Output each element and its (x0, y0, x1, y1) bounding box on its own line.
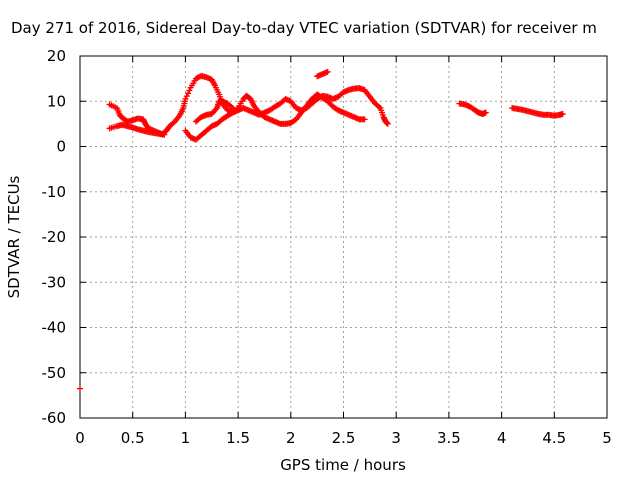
chart-title: Day 271 of 2016, Sidereal Day-to-day VTE… (11, 19, 597, 37)
data-point (384, 120, 391, 127)
x-tick-label: 4 (497, 429, 507, 447)
data-point (559, 110, 566, 117)
x-tick-label: 2 (286, 429, 296, 447)
x-tick-label: 0 (75, 429, 85, 447)
axis-ticks: 0 0.5 1 1.5 2 2.5 3 3.5 4 4.5 5 20 10 0 -10 -20 -30 -40 -5… (42, 47, 612, 447)
y-tick-label: -30 (42, 273, 67, 291)
x-tick-label: 3 (391, 429, 401, 447)
x-axis-label: GPS time / hours (280, 456, 406, 474)
x-tick-label: 3.5 (437, 429, 461, 447)
data-point (186, 87, 193, 94)
x-tick-label: 5 (602, 429, 612, 447)
x-tick-label: 2.5 (332, 429, 356, 447)
grid-lines (80, 56, 607, 418)
x-tick-label: 1 (181, 429, 191, 447)
y-tick-label: 0 (56, 138, 66, 156)
plot-frame (79, 55, 608, 419)
data-point (185, 90, 192, 97)
data-point (482, 109, 489, 116)
data-point (324, 68, 331, 75)
x-tick-label: 4.5 (542, 429, 566, 447)
data-point (77, 385, 83, 392)
y-tick-label: -60 (42, 409, 67, 427)
data-point (161, 131, 168, 138)
data-point (229, 105, 236, 112)
data-point (361, 116, 368, 123)
data-point (183, 93, 190, 100)
data-point (376, 103, 383, 110)
x-tick-label: 0.5 (121, 429, 145, 447)
y-tick-label: 10 (47, 92, 66, 110)
data-points (77, 68, 566, 392)
y-tick-label: -50 (42, 364, 67, 382)
y-axis-label: SDTVAR / TECUs (5, 175, 23, 298)
y-tick-label: -20 (42, 228, 67, 246)
x-tick-label: 1.5 (226, 429, 250, 447)
y-tick-label: -10 (42, 183, 67, 201)
data-point (182, 95, 189, 102)
data-point (228, 103, 235, 110)
y-tick-label: 20 (47, 47, 66, 65)
y-tick-label: -40 (42, 319, 67, 337)
